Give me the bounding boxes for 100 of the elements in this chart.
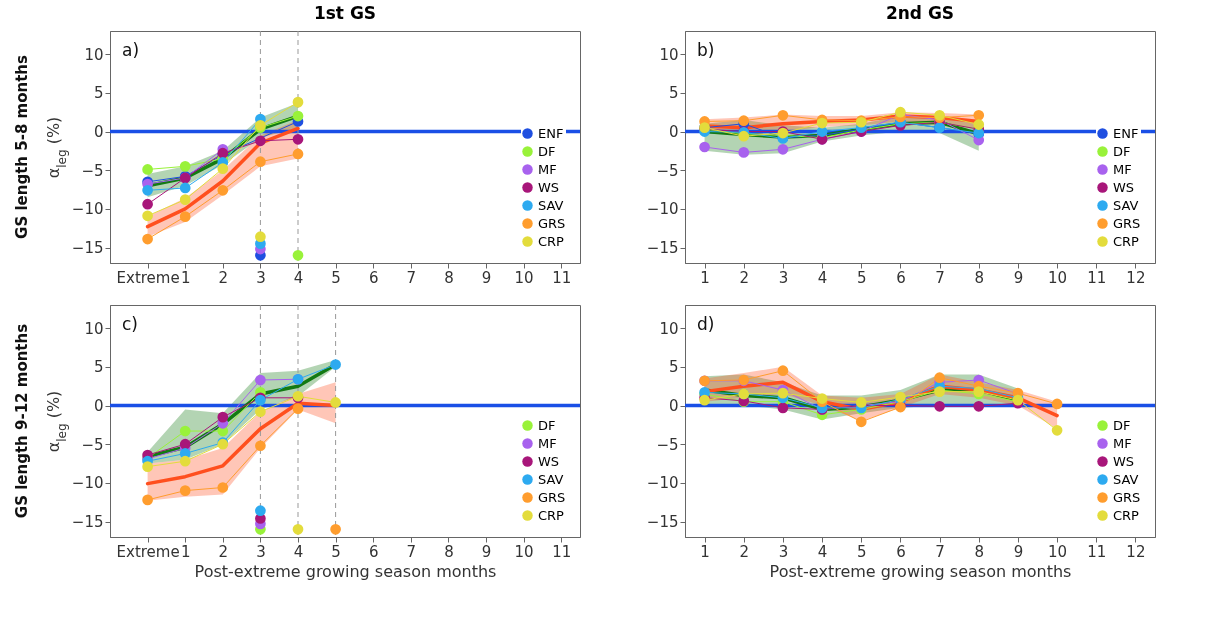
y-tick-label: −10 (646, 474, 679, 493)
legend-label: GRS (1113, 489, 1141, 505)
x-tick-label: 9 (1013, 268, 1024, 287)
x-tick-label: 9 (481, 542, 492, 561)
x-tick-label: 3 (256, 542, 266, 561)
x-tick-label: 11 (552, 542, 572, 561)
x-tick-label: 11 (1087, 268, 1107, 287)
y-tick-label: −10 (71, 200, 104, 219)
x-tick-label: 1 (700, 542, 710, 561)
x-tick-label: 8 (444, 268, 454, 287)
y-tick-label: 5 (93, 84, 104, 103)
x-tick-label: 10 (514, 268, 534, 287)
y-tick-label: −5 (81, 161, 104, 180)
x-tick-label: 1 (700, 268, 710, 287)
x-tick-label: 11 (1087, 542, 1107, 561)
x-tick-label: 2 (218, 268, 229, 287)
legend-label: GRS (538, 215, 566, 231)
legend-label: MF (538, 435, 557, 451)
x-tick-label: 4 (817, 268, 828, 287)
x-tick-label: 5 (331, 268, 341, 287)
x-tick-label: 5 (856, 268, 867, 287)
legend-label: DF (538, 143, 556, 159)
legend-label: SAV (538, 197, 564, 213)
x-tick-label: 6 (368, 542, 379, 561)
text: GS length 5-8 months (13, 55, 31, 239)
y-tick-label: 5 (93, 358, 104, 377)
x-tick-label: 6 (896, 542, 906, 561)
legend-label: WS (538, 179, 560, 195)
x-tick-label: Extreme (116, 268, 180, 287)
legend-label: CRP (538, 507, 565, 523)
legend-label: GRS (538, 489, 566, 505)
x-tick-label: 6 (896, 268, 906, 287)
x-tick-label: 10 (1048, 268, 1068, 287)
y-tick-label: −5 (656, 161, 679, 180)
x-tick-label: 12 (1126, 542, 1146, 561)
y-tick-label: −15 (71, 513, 104, 532)
annotation: a) (122, 40, 140, 60)
x-tick-label: 5 (856, 542, 867, 561)
x-tick-label: 9 (1013, 542, 1024, 561)
y-tick-label: 0 (668, 397, 679, 416)
x-tick-label: 2 (739, 268, 750, 287)
x-tick-label: 7 (406, 268, 417, 287)
legend-label: DF (1113, 143, 1131, 159)
x-tick-label: 4 (293, 268, 304, 287)
y-tick-label: −10 (646, 200, 679, 219)
x-tick-label: 4 (817, 542, 828, 561)
x-tick-label: Extreme (116, 542, 180, 561)
y-tick-label: 5 (668, 358, 679, 377)
y-tick-label: 5 (668, 84, 679, 103)
x-tick-label: 8 (974, 542, 985, 561)
legend-label: MF (1113, 161, 1132, 177)
x-tick-label: 9 (481, 268, 492, 287)
x-tick-label: 7 (406, 542, 417, 561)
annotation: c) (122, 314, 138, 334)
legend-label: SAV (1113, 197, 1139, 213)
x-tick-label: 2 (218, 542, 229, 561)
legend-label: DF (538, 417, 556, 433)
legend-label: WS (538, 453, 560, 469)
legend-label: CRP (1113, 507, 1140, 523)
x-tick-label: 7 (935, 542, 945, 561)
legend-label: CRP (538, 233, 565, 249)
y-tick-label: 0 (93, 397, 104, 416)
x-tick-label: 10 (514, 542, 534, 561)
legend-label: WS (1113, 453, 1135, 469)
y-tick-label: −15 (71, 239, 104, 258)
x-tick-label: 3 (778, 268, 789, 287)
x-tick-label: 10 (1048, 542, 1068, 561)
annotation: d) (697, 314, 715, 334)
y-tick-label: −5 (81, 435, 104, 454)
x-tick-label: 12 (1126, 268, 1146, 287)
legend-label: SAV (538, 471, 564, 487)
x-tick-label: 2 (739, 542, 750, 561)
chart-title: 2nd GS (885, 3, 955, 23)
legend-label: MF (1113, 435, 1132, 451)
legend-label: WS (1113, 179, 1135, 195)
x-tick-label: 5 (331, 542, 341, 561)
y-tick-label: 10 (84, 319, 104, 338)
y-tick-label: 10 (659, 319, 679, 338)
annotation: b) (697, 40, 715, 60)
x-tick-label: 3 (256, 268, 266, 287)
x-tick-label: 1 (180, 268, 191, 287)
x-tick-label: 8 (444, 542, 454, 561)
legend-label: SAV (1113, 471, 1139, 487)
x-tick-label: 8 (974, 268, 985, 287)
y-tick-label: 10 (659, 45, 679, 64)
y-tick-label: 10 (84, 45, 104, 64)
legend-label: GRS (1113, 215, 1141, 231)
legend-label: CRP (1113, 233, 1140, 249)
x-axis-title: Post-extreme growing season months (194, 561, 497, 581)
y-tick-label: −15 (646, 239, 679, 258)
x-axis-title: Post-extreme growing season months (769, 561, 1072, 581)
legend-label: ENF (538, 125, 564, 141)
y-tick-label: 0 (668, 123, 679, 142)
x-tick-label: 11 (552, 268, 572, 287)
x-tick-label: 4 (293, 542, 304, 561)
y-tick-label: −10 (71, 474, 104, 493)
legend-label: DF (1113, 417, 1131, 433)
legend-label: ENF (1113, 125, 1139, 141)
x-tick-label: 1 (180, 542, 191, 561)
x-tick-label: 3 (778, 542, 789, 561)
